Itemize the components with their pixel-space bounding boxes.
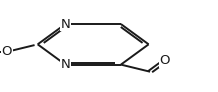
Text: O: O (160, 54, 170, 67)
Text: N: N (61, 18, 70, 31)
Text: O: O (2, 45, 12, 58)
Text: N: N (61, 58, 70, 71)
